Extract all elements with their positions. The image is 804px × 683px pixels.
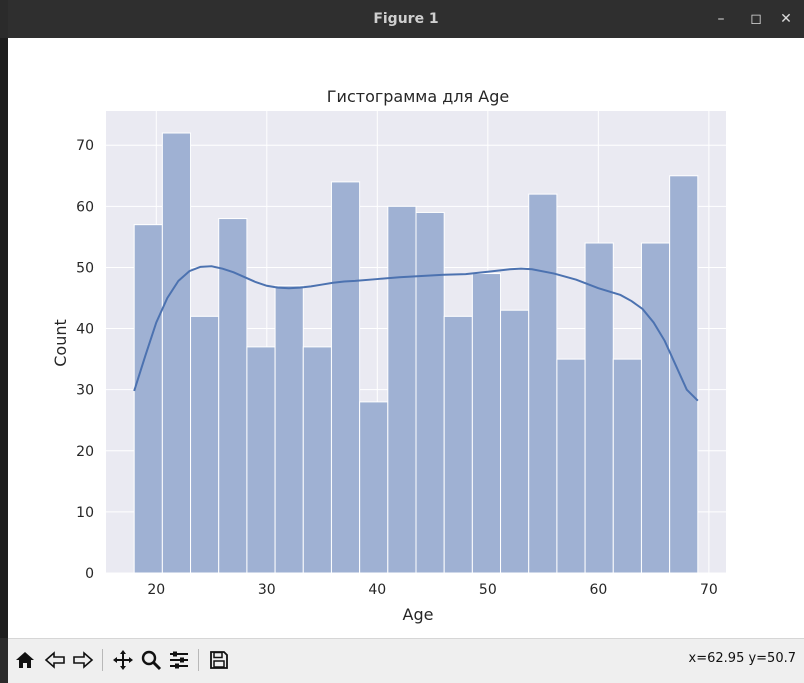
histogram-bar [387, 205, 417, 574]
save-icon [210, 651, 228, 669]
figure-window: Figure 1 – ◻ ✕ 20 30 40 50 60 70 0 10 20 30 40 50 6… [8, 0, 804, 683]
chart-title: Гистограмма для Age [327, 87, 509, 106]
y-tick-label: 50 [76, 260, 94, 276]
sliders-icon [170, 651, 188, 669]
zoom-icon [141, 650, 162, 671]
x-tick-label: 30 [258, 582, 276, 598]
histogram-bar [246, 346, 276, 574]
save-button[interactable] [206, 647, 232, 673]
back-arrow-icon [44, 651, 65, 669]
kde-line [133, 265, 699, 402]
histogram-bar [415, 211, 445, 574]
y-tick-labels: 0 10 20 30 40 50 60 70 [76, 138, 94, 582]
y-tick-label: 10 [76, 505, 94, 521]
navigation-toolbar: x=62.95 y=50.7 [8, 638, 804, 683]
histogram-bar [359, 401, 389, 574]
y-tick-label: 0 [85, 566, 94, 582]
x-tick-labels: 20 30 40 50 60 70 [147, 582, 717, 598]
window-title: Figure 1 [373, 11, 439, 27]
histogram-bar [556, 358, 586, 574]
zoom-button[interactable] [138, 647, 164, 673]
back-button[interactable] [42, 647, 68, 673]
x-tick-label: 40 [368, 582, 386, 598]
y-axis-label: Count [51, 319, 70, 367]
histogram-bar [161, 132, 192, 574]
histogram-bar [302, 346, 332, 574]
move-icon [113, 650, 133, 670]
forward-button[interactable] [70, 647, 96, 673]
x-axis-label: Age [403, 605, 434, 624]
histogram-bar [330, 181, 361, 574]
home-icon [16, 652, 34, 668]
x-tick-label: 20 [147, 582, 165, 598]
histogram-bar [443, 315, 473, 574]
x-tick-label: 60 [589, 582, 607, 598]
cursor-coordinates: x=62.95 y=50.7 [688, 651, 796, 666]
forward-arrow-icon [73, 651, 94, 669]
home-button[interactable] [12, 647, 38, 673]
histogram-bar [190, 315, 220, 574]
pan-button[interactable] [110, 647, 136, 673]
y-tick-label: 20 [76, 444, 94, 460]
histogram-bar [612, 358, 642, 574]
histogram-bar [500, 309, 530, 574]
y-tick-label: 30 [76, 383, 94, 399]
x-tick-label: 50 [479, 582, 497, 598]
histogram-bar [669, 175, 699, 574]
histogram-bar [471, 273, 502, 574]
histogram-bars [133, 132, 699, 574]
close-button[interactable]: ✕ [780, 11, 792, 27]
histogram-bar [584, 242, 614, 574]
maximize-button[interactable]: ◻ [750, 11, 762, 27]
y-tick-label: 70 [76, 138, 94, 154]
toolbar-separator [198, 649, 199, 671]
toolbar-separator [102, 649, 103, 671]
title-bar: Figure 1 – ◻ ✕ [8, 0, 804, 38]
histogram-bar [133, 224, 163, 574]
histogram-bar [640, 242, 671, 574]
histogram-chart: 20 30 40 50 60 70 0 10 20 30 40 50 60 70 Гистограмма… [51, 87, 726, 624]
x-tick-label: 70 [700, 582, 718, 598]
histogram-bar [274, 285, 304, 574]
minimize-button[interactable]: – [717, 11, 725, 27]
histogram-bar [528, 193, 558, 574]
figure-canvas[interactable]: 20 30 40 50 60 70 0 10 20 30 40 50 60 70 Гистограмма… [8, 38, 804, 638]
y-tick-label: 60 [76, 199, 94, 215]
y-tick-label: 40 [76, 322, 94, 338]
configure-subplots-button[interactable] [166, 647, 192, 673]
background-editor-strip [0, 38, 8, 638]
